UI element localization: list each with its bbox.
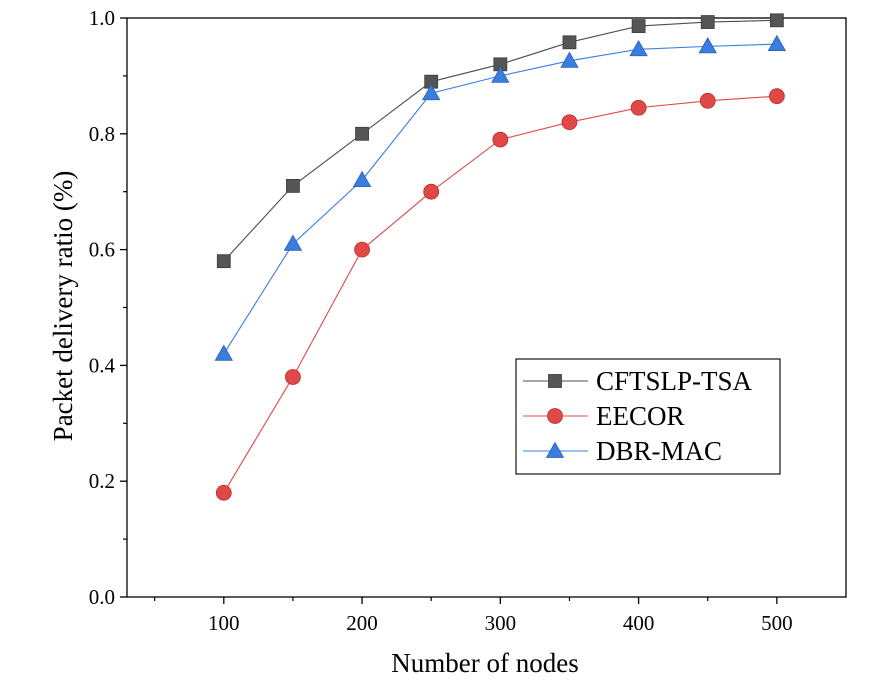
series-eecor	[215, 88, 785, 501]
data-point-cftslp-tsa	[286, 179, 300, 193]
x-tick-label: 500	[761, 611, 793, 635]
data-point-dbr-mac	[491, 66, 510, 83]
data-point-eecor	[561, 114, 578, 131]
legend-marker-cftslp-tsa	[548, 374, 562, 388]
legend-label-dbr-mac: DBR-MAC	[596, 436, 722, 466]
data-point-cftslp-tsa	[700, 15, 715, 29]
legend-marker-dbr-mac	[545, 441, 565, 458]
data-point-eecor	[699, 92, 716, 109]
data-point-cftslp-tsa	[631, 19, 646, 34]
series-cftslp-tsa	[216, 13, 784, 269]
data-point-eecor	[630, 99, 647, 116]
data-point-eecor	[768, 88, 785, 105]
legend: CFTSLP-TSA EECOR DBR-MAC	[515, 358, 781, 475]
data-point-cftslp-tsa	[769, 13, 784, 28]
legend-marker-eecor	[547, 408, 563, 424]
series-dbr-mac	[214, 34, 787, 361]
data-point-cftslp-tsa	[562, 35, 577, 50]
axis-ticks: 100 200 300 400 500 0.0 0.2 0.4 0.6 0.8 1.0	[89, 6, 793, 635]
y-tick-label: 0.4	[89, 353, 116, 377]
x-axis-title: Number of nodes	[391, 648, 578, 678]
data-point-dbr-mac	[560, 51, 579, 68]
data-point-eecor	[423, 183, 440, 200]
data-point-dbr-mac	[352, 170, 372, 188]
y-tick-label: 1.0	[89, 6, 115, 30]
data-point-dbr-mac	[767, 34, 787, 51]
x-tick-label: 400	[623, 611, 655, 635]
legend-label-eecor: EECOR	[596, 401, 685, 431]
plot-border	[126, 17, 847, 598]
plot-frame	[126, 17, 847, 598]
series-line-dbr-mac	[223, 43, 777, 355]
x-tick-label: 200	[346, 611, 378, 635]
y-tick-label: 0.8	[89, 122, 115, 146]
legend-label-cftslp-tsa: CFTSLP-TSA	[596, 366, 753, 396]
x-tick-label: 100	[208, 611, 240, 635]
data-point-dbr-mac	[698, 37, 717, 54]
data-point-dbr-mac	[214, 344, 233, 361]
data-point-eecor	[285, 369, 301, 385]
data-point-eecor	[354, 241, 370, 258]
y-tick-label: 0.0	[89, 585, 115, 609]
y-tick-label: 0.2	[89, 469, 115, 493]
y-axis-title: Packet delivery ratio (%)	[48, 171, 78, 442]
data-point-cftslp-tsa	[355, 126, 369, 141]
data-point-dbr-mac	[629, 39, 648, 57]
data-point-eecor	[215, 484, 232, 501]
data-point-dbr-mac	[283, 234, 303, 251]
x-tick-label: 300	[485, 611, 517, 635]
data-point-cftslp-tsa	[216, 254, 231, 269]
y-tick-label: 0.6	[89, 238, 115, 262]
data-point-dbr-mac	[422, 83, 441, 101]
data-point-eecor	[492, 131, 509, 148]
series-layer	[214, 13, 787, 501]
